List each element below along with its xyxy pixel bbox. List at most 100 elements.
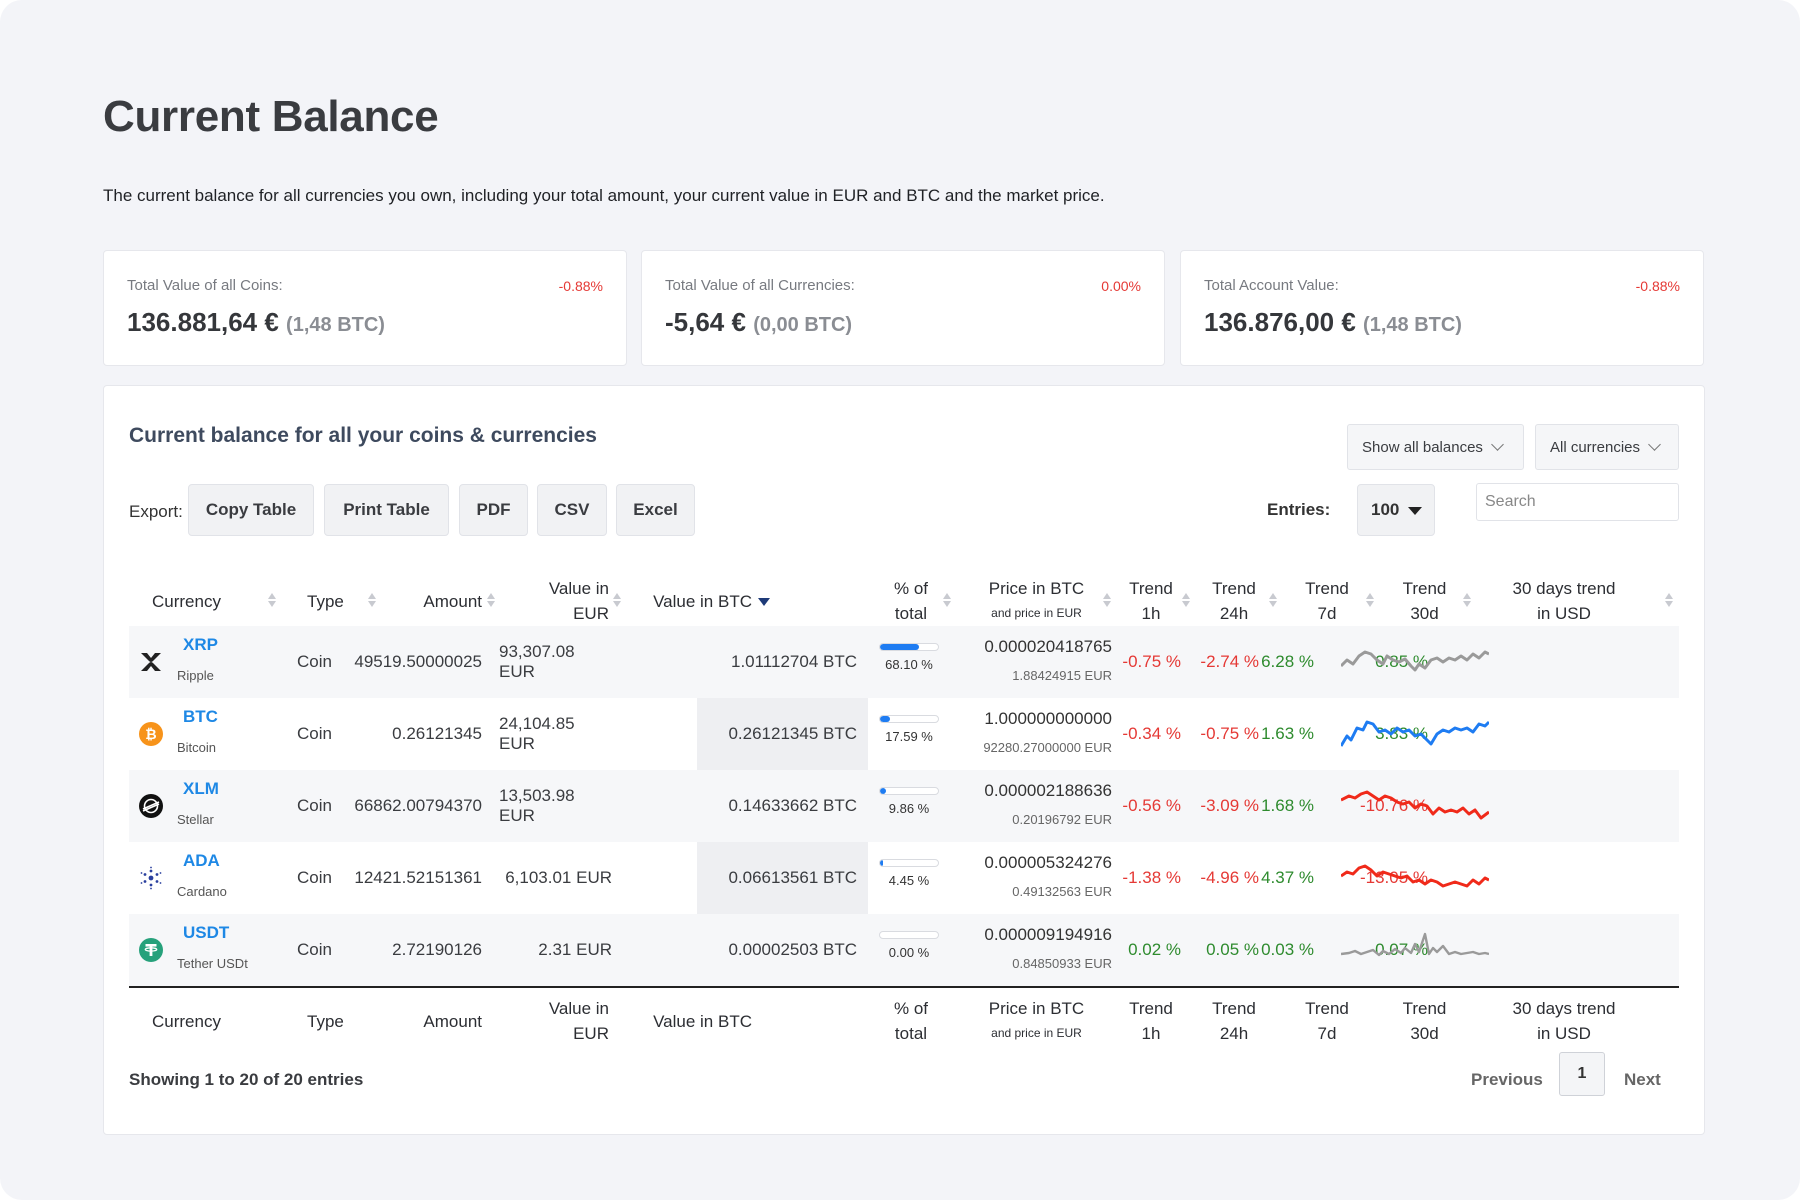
coin-value-btc: 0.00002503 BTC xyxy=(728,940,857,959)
coin-amount: 12421.52151361 xyxy=(354,868,482,887)
table-header: Currency Type Amount Value in EUR Value … xyxy=(129,566,1679,636)
trend-24h: -3.09 % xyxy=(1200,796,1259,815)
foot-col-type: Type xyxy=(307,1011,344,1031)
sort-icon[interactable] xyxy=(1462,592,1472,610)
foot-col-price: Price in BTC and price in EUR xyxy=(969,986,1104,1056)
pagination-page-1[interactable]: 1 xyxy=(1559,1052,1605,1096)
sort-icon[interactable] xyxy=(1102,592,1112,610)
card-label: Total Account Value: xyxy=(1204,277,1339,294)
coin-symbol-link[interactable]: XRP xyxy=(183,635,218,654)
sparkline-chart xyxy=(1341,864,1489,888)
foot-col-trend-30d: Trend 30d xyxy=(1387,986,1462,1056)
trend-1h: -1.38 % xyxy=(1122,868,1181,887)
foot-col-trend-7d: Trend 7d xyxy=(1292,986,1362,1056)
csv-button[interactable]: CSV xyxy=(537,484,607,536)
sort-icon[interactable] xyxy=(267,592,277,610)
sort-icon[interactable] xyxy=(367,592,377,610)
trend-1h: -0.75 % xyxy=(1122,652,1181,671)
foot-col-amount: Amount xyxy=(423,1011,482,1031)
card-label: Total Value of all Coins: xyxy=(127,277,283,294)
col-trend-24h-line2: 24h xyxy=(1219,604,1249,623)
sparkline-chart xyxy=(1341,720,1489,747)
col-trend-24h[interactable]: Trend 24h xyxy=(1199,566,1269,636)
sort-icon[interactable] xyxy=(612,592,622,610)
coin-symbol-link[interactable]: ADA xyxy=(183,851,220,870)
table-row[interactable]: ADA Cardano Coin 12421.52151361 6,103.01… xyxy=(129,842,1679,914)
pdf-button[interactable]: PDF xyxy=(459,484,528,536)
sort-icon[interactable] xyxy=(1181,592,1191,610)
card-label: Total Value of all Currencies: xyxy=(665,277,855,294)
pct-of-total: 17.59 % xyxy=(879,715,939,744)
foot-col-trend-1h: Trend 1h xyxy=(1121,986,1181,1056)
coin-symbol-link[interactable]: BTC xyxy=(183,707,218,726)
col-currency[interactable]: Currency xyxy=(152,591,221,611)
trend-30d: -13.05 % xyxy=(1359,868,1428,887)
col-type[interactable]: Type xyxy=(307,591,344,611)
pct-text: 4.45 % xyxy=(888,873,930,888)
pct-text: 68.10 % xyxy=(885,657,933,672)
entries-info: Showing 1 to 20 of 20 entries xyxy=(129,1070,364,1089)
col-trend-30d-line1: Trend xyxy=(1402,579,1447,598)
coin-type: Coin xyxy=(297,652,332,671)
trend-1h: -0.56 % xyxy=(1122,796,1181,815)
sort-desc-icon[interactable] xyxy=(758,598,770,606)
coin-value-eur: 2.31 EUR xyxy=(538,940,612,959)
col-value-btc[interactable]: Value in BTC xyxy=(653,591,752,611)
sort-icon[interactable] xyxy=(1664,592,1674,610)
table-row[interactable]: XRP Ripple Coin 49519.50000025 93,307.08… xyxy=(129,626,1679,698)
excel-button[interactable]: Excel xyxy=(616,484,695,536)
price-btc: 1.000000000000 xyxy=(984,709,1112,728)
pct-text: 0.00 % xyxy=(888,945,930,960)
sort-icon[interactable] xyxy=(486,592,496,610)
table-row[interactable]: USDT Tether USDt Coin 2.72190126 2.31 EU… xyxy=(129,914,1679,986)
col-trend-1h-line2: 1h xyxy=(1141,604,1161,623)
coin-symbol-link[interactable]: XLM xyxy=(183,779,219,798)
col-price-line2: and price in EUR xyxy=(991,606,1082,620)
coin-type: Coin xyxy=(297,868,332,887)
sort-icon[interactable] xyxy=(942,592,952,610)
trend-7d: 4.37 % xyxy=(1261,868,1314,887)
pagination-next[interactable]: Next xyxy=(1624,1070,1661,1089)
col-trend-7d-line2: 7d xyxy=(1317,604,1337,623)
sort-icon[interactable] xyxy=(1365,592,1375,610)
col-trend-30d[interactable]: Trend 30d xyxy=(1387,566,1462,636)
card-change: -0.88% xyxy=(558,278,603,294)
page-description: The current balance for all currencies y… xyxy=(103,186,1105,205)
trend-30d: -10.76 % xyxy=(1359,796,1428,815)
entries-select[interactable]: 100 xyxy=(1357,484,1435,536)
foot-col-trend-7d-line2: 7d xyxy=(1317,1024,1337,1043)
copy-table-button[interactable]: Copy Table xyxy=(188,484,314,536)
col-trend-1h[interactable]: Trend 1h xyxy=(1121,566,1181,636)
trend-1h: 0.02 % xyxy=(1128,940,1181,959)
col-trend-7d[interactable]: Trend 7d xyxy=(1292,566,1362,636)
currencies-filter-select[interactable]: All currencies xyxy=(1535,424,1679,470)
foot-col-value-eur: Value in EUR xyxy=(548,999,609,1043)
coin-symbol-link[interactable]: USDT xyxy=(183,923,230,942)
sparkline-path xyxy=(1341,864,1489,888)
card-total-account: Total Account Value: -0.88% 136.876,00 €… xyxy=(1180,250,1704,366)
col-value-eur[interactable]: Value in EUR xyxy=(548,579,609,623)
card-change: 0.00% xyxy=(1101,278,1141,294)
table-row[interactable]: ₿ BTC Bitcoin Coin 0.26121345 24,104.85 … xyxy=(129,698,1679,770)
card-eur-value: 136.876,00 € xyxy=(1204,307,1356,337)
pct-bar-fill xyxy=(880,644,920,650)
col-30d-trend-usd[interactable]: 30 days trend in USD xyxy=(1489,566,1639,636)
pct-bar-fill xyxy=(880,788,886,794)
search-input[interactable] xyxy=(1476,483,1679,521)
balances-filter-select[interactable]: Show all balances xyxy=(1347,424,1524,470)
foot-col-spark-line2: in USD xyxy=(1537,1024,1591,1043)
trend-24h: -0.75 % xyxy=(1200,724,1259,743)
col-amount[interactable]: Amount xyxy=(423,591,482,611)
foot-col-price-line2: and price in EUR xyxy=(991,1026,1082,1040)
pagination-previous[interactable]: Previous xyxy=(1471,1070,1543,1089)
pct-text: 9.86 % xyxy=(888,801,930,816)
table-row[interactable]: XLM Stellar Coin 66862.00794370 13,503.9… xyxy=(129,770,1679,842)
col-price[interactable]: Price in BTC and price in EUR xyxy=(969,566,1104,636)
coin-amount: 0.26121345 xyxy=(392,724,482,743)
col-pct-total[interactable]: % of total xyxy=(876,566,946,636)
sparkline-path xyxy=(1341,790,1489,820)
foot-col-price-line1: Price in BTC xyxy=(988,999,1085,1018)
print-table-button[interactable]: Print Table xyxy=(324,484,449,536)
sort-icon[interactable] xyxy=(1268,592,1278,610)
